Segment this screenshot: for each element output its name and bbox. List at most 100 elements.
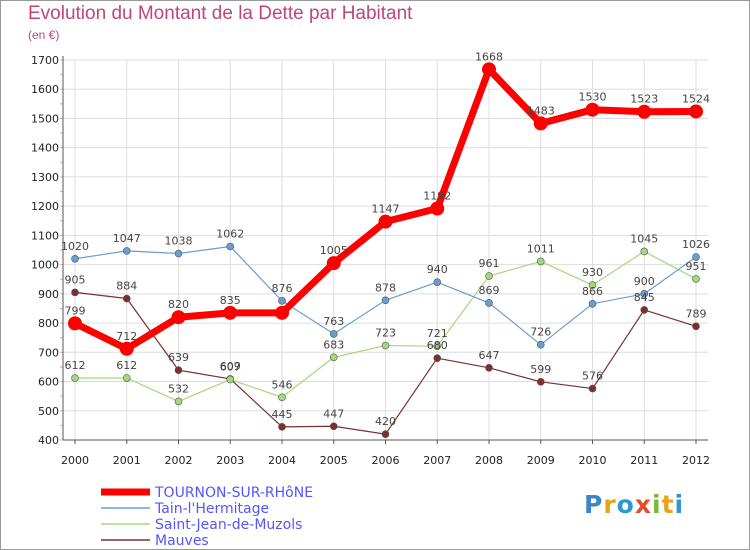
y-tick-label: 1500 [31,112,59,125]
data-label: 1011 [527,242,555,255]
data-point [122,247,131,255]
data-label: 712 [116,330,137,343]
y-tick-label: 700 [38,346,59,359]
data-label: 1005 [320,244,348,257]
proxiti-logo: Proxiti [584,490,684,519]
legend-label: TOURNON-SUR-RHôNE [154,485,313,501]
data-labels: 799 712 820 835 1005 1147 1192 1668 1483 1530 1523… [61,50,710,428]
data-label: 835 [220,294,241,307]
data-label: 1045 [630,232,658,245]
y-tick-label: 800 [38,317,59,330]
data-point [329,330,338,338]
data-point [689,104,703,119]
data-point [536,378,545,386]
logo-letter: i [674,490,685,519]
data-point [485,363,493,372]
data-point [536,340,545,349]
data-label: 869 [479,284,500,297]
data-label: 647 [479,349,500,362]
data-label: 609 [220,360,241,373]
data-point [381,296,390,305]
data-label: 900 [634,275,655,288]
x-tick-label: 2009 [527,454,555,467]
x-tick-label: 2008 [475,454,503,467]
legend-label: Tain-l'Hermitage [154,501,269,517]
data-point [329,353,338,362]
x-tick-label: 2001 [113,454,141,467]
data-point [122,374,131,382]
data-point [71,374,79,382]
data-label: 866 [582,285,603,298]
grid [63,59,708,441]
data-point [433,342,442,350]
data-label: 951 [686,260,707,273]
data-label: 576 [582,370,603,383]
series-lines [68,62,703,438]
data-point [482,62,496,77]
data-point [278,423,286,431]
data-label: 607 [220,360,241,373]
data-point [533,116,548,131]
data-point [119,341,134,356]
data-point [640,306,649,314]
data-label: 721 [427,327,448,340]
y-tick-label: 1600 [31,83,59,96]
data-point [588,299,597,308]
data-point [71,288,79,297]
data-label: 789 [686,307,707,320]
data-label: 1020 [61,240,89,253]
data-label: 845 [634,291,655,304]
logo-letter: o [616,490,635,519]
data-point [637,104,652,119]
data-point [433,278,442,286]
data-label: 1192 [423,189,451,202]
data-label: 1026 [682,238,710,251]
y-tick-label: 400 [38,434,59,447]
data-label: 445 [272,408,293,421]
data-label: 447 [323,407,344,420]
data-label: 940 [427,263,448,276]
data-label: 1523 [630,93,658,106]
legend: TOURNON-SUR-RHôNETain-l'HermitageSaint-J… [101,485,313,549]
data-point [378,214,393,229]
axes: 400 500 600 700 800 900 1000 1100 1200 1300 1400 15… [31,54,710,467]
data-label: 612 [65,359,86,372]
data-point [381,430,390,438]
data-label: 961 [479,257,500,270]
data-label: 723 [375,327,396,340]
data-point [536,257,545,266]
chart-title: Evolution du Montant de la Dette par Hab… [28,3,413,24]
data-label: 1668 [475,50,503,63]
data-label: 1530 [579,91,607,104]
data-point [174,397,183,406]
data-point [226,375,235,384]
data-label: 876 [272,282,293,295]
data-point [430,201,445,216]
logo-letter: x [634,490,652,519]
data-point [223,305,238,320]
data-point [381,341,390,350]
data-point [485,299,493,307]
data-label: 420 [375,415,396,428]
y-tick-label: 1100 [31,229,59,242]
data-point [326,256,341,271]
x-tick-label: 2007 [423,454,451,467]
data-point [692,322,700,331]
data-label: 1147 [372,203,400,216]
y-tick-label: 900 [38,288,59,301]
data-point [588,281,597,289]
data-label: 799 [65,304,86,317]
data-label: 680 [427,339,448,352]
data-point [71,254,79,263]
logo-letter: r [603,490,617,519]
data-label: 532 [168,382,189,395]
x-tick-label: 2000 [61,454,89,467]
data-point [122,294,131,303]
data-label: 878 [375,281,396,294]
data-label: 1047 [113,232,141,245]
data-label: 930 [582,266,603,279]
data-label: 612 [116,359,137,372]
data-label: 639 [168,351,189,364]
